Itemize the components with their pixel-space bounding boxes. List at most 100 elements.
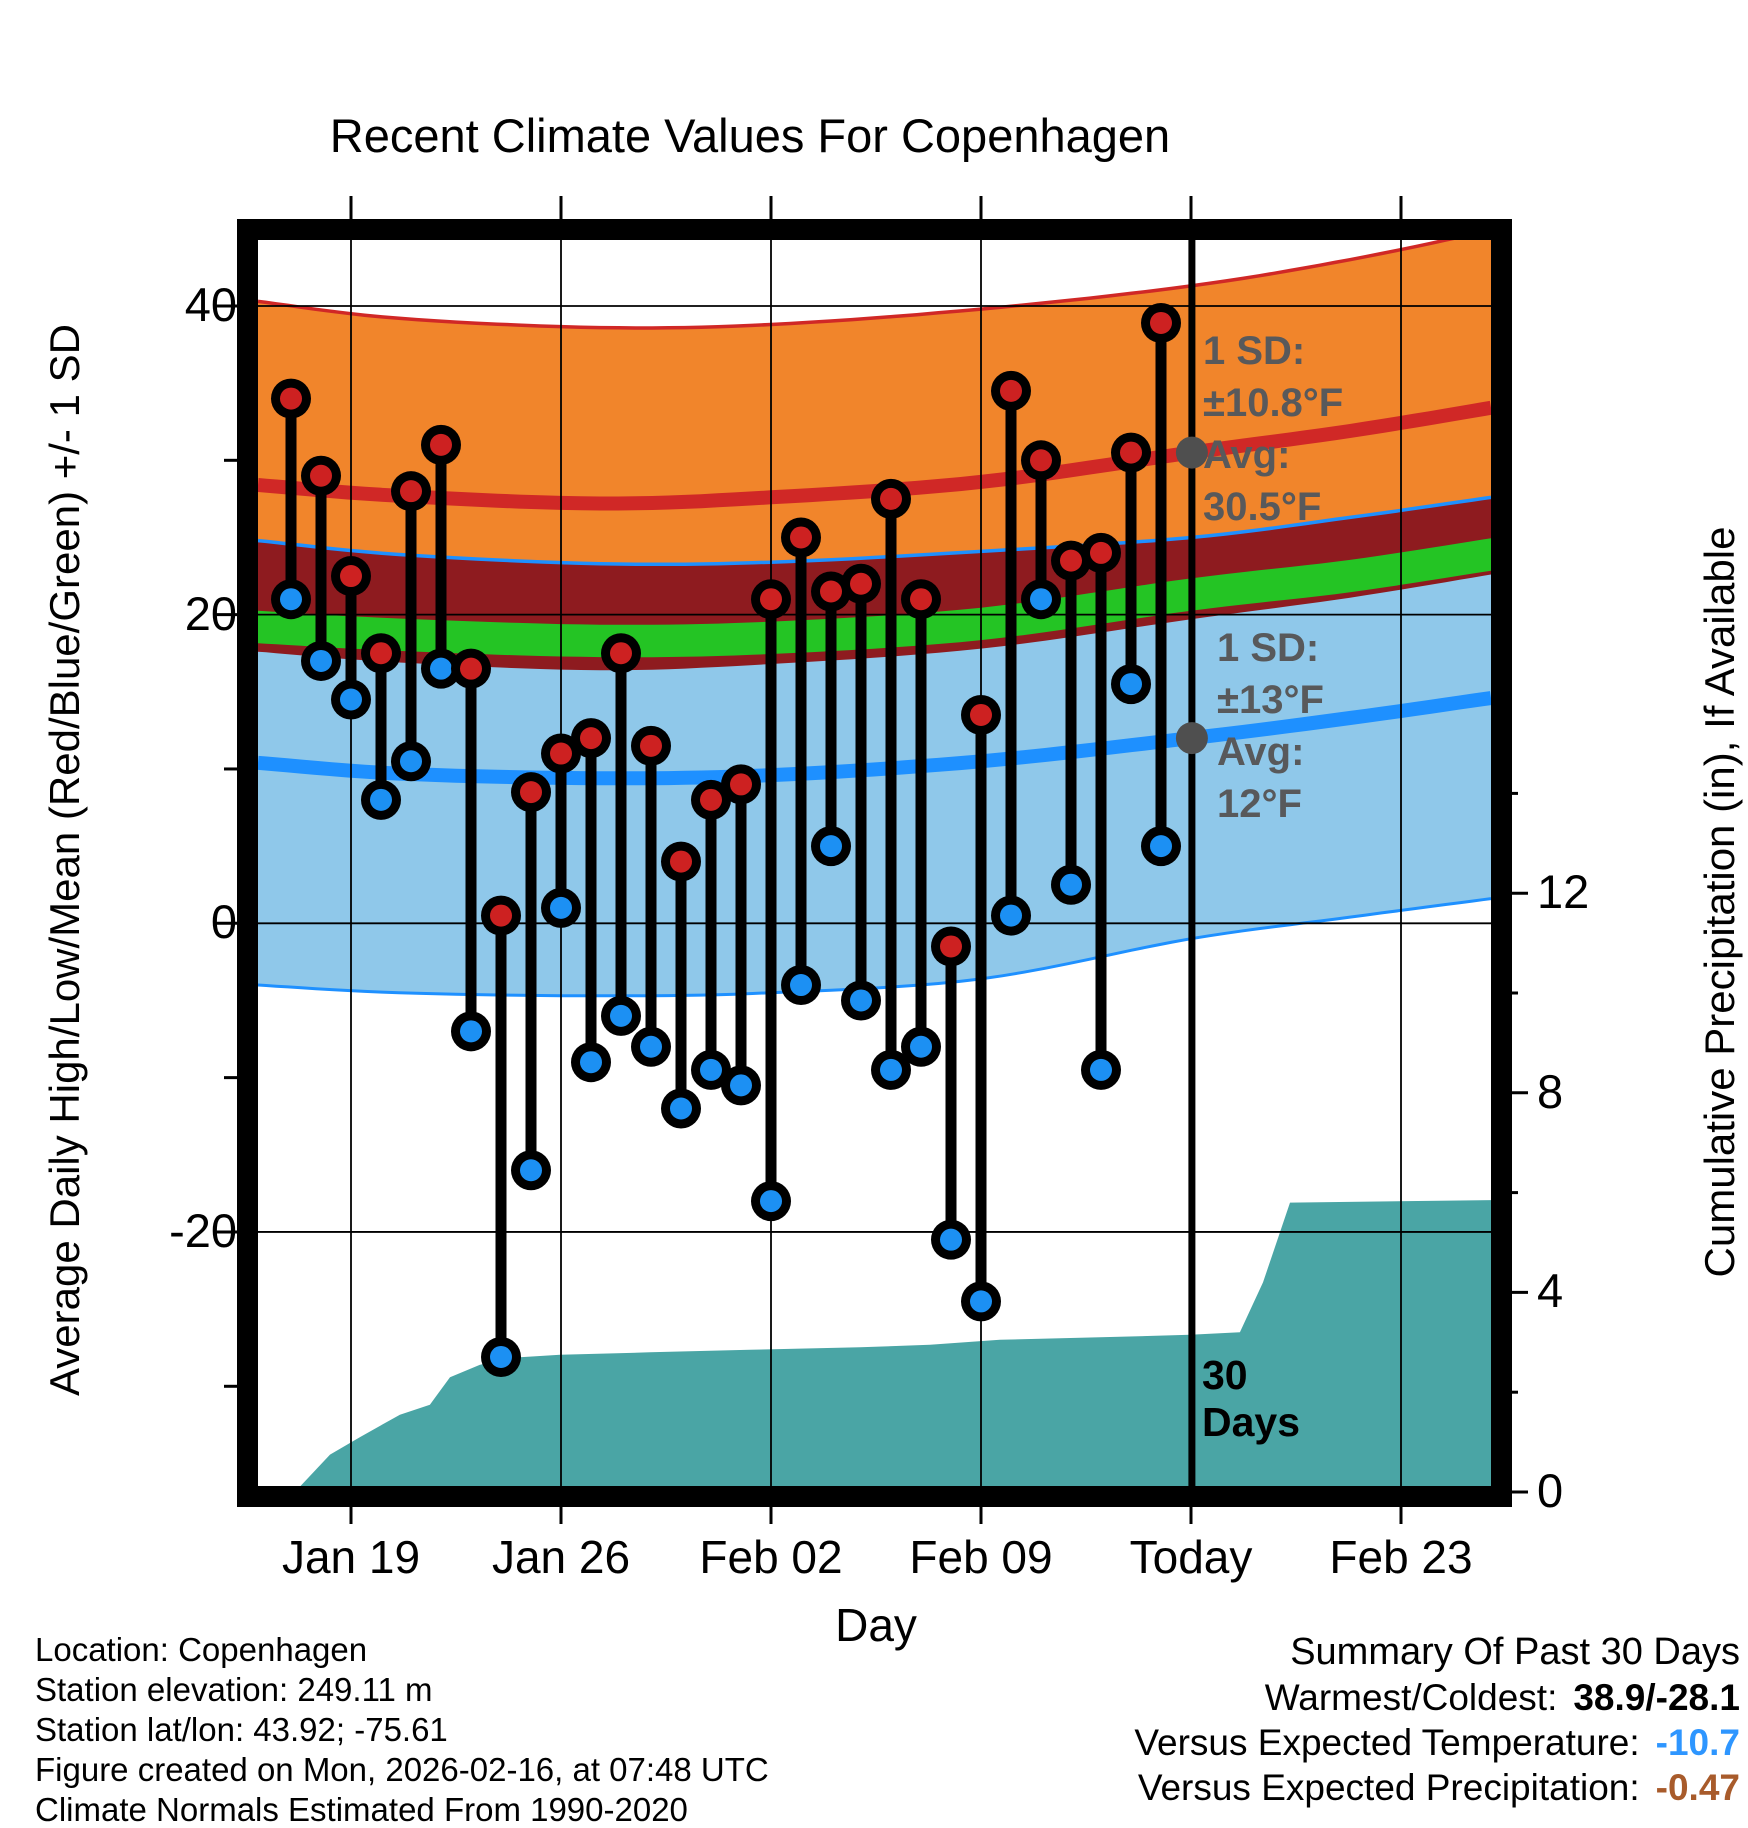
high-sd-line-2: Avg: (1203, 433, 1291, 477)
summary-title: Summary Of Past 30 Days (1290, 1631, 1740, 1673)
high-sd-line-0: 1 SD: (1203, 329, 1306, 373)
summary-row-2: Versus Expected Precipitation: -0.47 (1134, 1765, 1740, 1810)
summary-row-value: 38.9/-28.1 (1573, 1677, 1740, 1718)
stem-day-feb-08 (931, 926, 971, 1260)
high-dot (340, 565, 362, 588)
high-dot (520, 781, 542, 804)
stem-day-feb-01 (721, 764, 761, 1106)
summary-block: Summary Of Past 30 Days Warmest/Coldest:… (1134, 1630, 1740, 1810)
high-dot (1150, 311, 1172, 334)
high-dot (400, 480, 422, 503)
stem-day-jan-31 (691, 779, 731, 1090)
low-sd-line-1: ±13°F (1217, 678, 1324, 722)
high-dot (1090, 541, 1112, 564)
low-dot (460, 1020, 482, 1043)
stem-day-jan-30 (661, 841, 701, 1129)
low-dot (910, 1035, 932, 1058)
high-sd-annotation: 1 SD: ±10.8°F Avg: 30.5°F (1203, 325, 1343, 533)
high-dot (730, 773, 752, 796)
low-dot (340, 688, 362, 711)
stem-day-jan-23 (451, 648, 491, 1052)
low-dot (550, 896, 572, 919)
high-dot (640, 734, 662, 757)
stem-day-feb-09 (961, 694, 1001, 1322)
stem-day-feb-06 (871, 478, 911, 1090)
stem-day-feb-11 (1021, 440, 1061, 620)
mean-band-green (258, 538, 1491, 658)
station-info-block: Location: Copenhagen Station elevation: 2… (35, 1630, 769, 1828)
stem-day-feb-07 (901, 579, 941, 1067)
stem-day-feb-04 (811, 571, 851, 867)
stem-day-jan-25 (511, 772, 551, 1191)
low-dot (640, 1035, 662, 1058)
low-dot (880, 1058, 902, 1081)
stem-day-jan-19 (331, 556, 371, 720)
high-sd-line-3: 30.5°F (1203, 485, 1322, 529)
high-dot (790, 526, 812, 549)
stem-day-jan-27 (571, 718, 611, 1083)
high-dot (1000, 379, 1022, 402)
stem-day-feb-02 (751, 579, 791, 1222)
high-dot (370, 642, 392, 665)
high-dot (550, 742, 572, 765)
low-dot (790, 974, 812, 997)
stem-day-jan-17 (271, 378, 311, 620)
high-average-marker (1175, 436, 1208, 469)
stem-day-jan-26 (541, 733, 581, 928)
high-dot (1120, 441, 1142, 464)
high-dot (1030, 449, 1052, 472)
stem-day-feb-14 (1111, 432, 1151, 705)
low-dot (850, 989, 872, 1012)
low-sd-line-2: Avg: (1217, 730, 1305, 774)
low-dot (280, 588, 302, 611)
x-tick-jan-26: Jan 26 (491, 1531, 631, 1583)
low-sd-line-3: 12°F (1217, 782, 1302, 826)
stem-day-feb-13 (1081, 532, 1121, 1090)
stem-day-jan-21 (391, 471, 431, 782)
low-dot (940, 1228, 962, 1251)
y-left-tick-0: 0 (210, 895, 237, 949)
low-dot (580, 1051, 602, 1074)
low-dot (310, 649, 332, 672)
low-dot (730, 1074, 752, 1097)
low-dot (820, 835, 842, 858)
summary-row-label: Versus Expected Temperature: (1134, 1722, 1640, 1763)
y-right-tick-0: 0 (1537, 1464, 1564, 1517)
high-dot (820, 580, 842, 603)
station-info-line-2: Station lat/lon: 43.92; -75.61 (35, 1711, 448, 1748)
low-dot (670, 1097, 692, 1120)
low-dot (1120, 673, 1142, 696)
high-dot (310, 464, 332, 487)
summary-row-label: Warmest/Coldest: (1264, 1677, 1558, 1718)
stem-day-feb-05 (841, 563, 881, 1021)
y-right-tick-12: 12 (1537, 865, 1590, 919)
high-dot (580, 727, 602, 750)
stem-day-jan-22 (421, 424, 461, 689)
stem-day-feb-03 (781, 517, 821, 1006)
low-dot (400, 750, 422, 773)
high-dot (970, 703, 992, 726)
high-sd-line-1: ±10.8°F (1203, 381, 1344, 425)
high-dot (700, 788, 722, 811)
y-left-tick-40: 40 (184, 277, 237, 331)
low-dot (520, 1159, 542, 1182)
thirty-days-marker-label: 30 Days (1202, 1352, 1300, 1446)
summary-row-1: Versus Expected Temperature: -10.7 (1134, 1720, 1740, 1765)
axis-ticks (214, 196, 1528, 1524)
low-dot (760, 1190, 782, 1213)
stem-day-jan-20 (361, 633, 401, 820)
summary-row-label: Versus Expected Precipitation: (1137, 1767, 1640, 1808)
stem-day-feb-12 (1051, 540, 1091, 905)
low-dot (1000, 904, 1022, 927)
chart-title: Recent Climate Values For Copenhagen (329, 109, 1171, 162)
y-right-tick-4: 4 (1537, 1264, 1564, 1318)
high-dot (910, 588, 932, 611)
y-right-tick-8: 8 (1537, 1064, 1564, 1118)
y-left-tick-20: 20 (184, 586, 237, 640)
days-marker-line-0: 30 (1202, 1352, 1248, 1398)
x-tick-feb-23: Feb 23 (1329, 1531, 1473, 1583)
low-dot (1090, 1058, 1112, 1081)
high-dot (940, 935, 962, 958)
stem-day-jan-28 (601, 633, 641, 1036)
